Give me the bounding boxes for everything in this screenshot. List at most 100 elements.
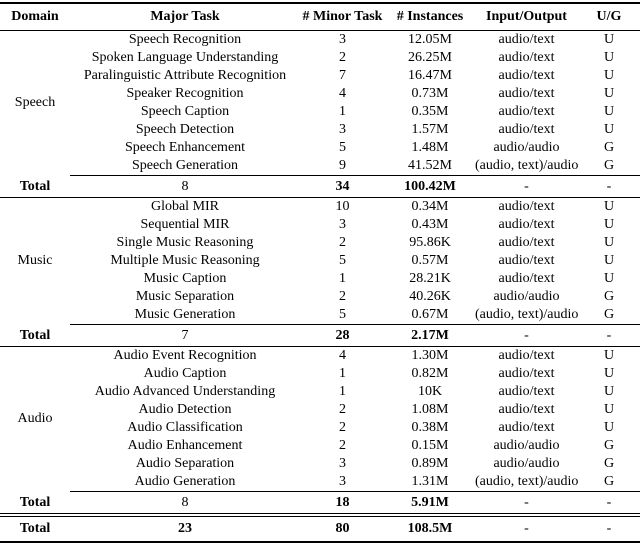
minor-task-cell: 2 bbox=[339, 438, 346, 453]
ug-cell: U bbox=[603, 235, 615, 250]
instances-cell: 1.57M bbox=[411, 122, 449, 137]
ug-cell: U bbox=[603, 384, 615, 399]
input-output-cell: (audio, text)/audio bbox=[475, 307, 578, 322]
ug-cell: U bbox=[603, 366, 615, 381]
total-instances-cell: 5.91M bbox=[385, 491, 475, 515]
instances-cell: 0.73M bbox=[411, 86, 449, 101]
domain-label: Music bbox=[17, 253, 53, 269]
major-task-cell: Spoken Language Understanding bbox=[91, 50, 279, 65]
instances-cell: 0.67M bbox=[411, 307, 449, 322]
task-row: Audio Advanced Understanding 1 10K audio/te… bbox=[0, 383, 640, 401]
task-row: Audio Enhancement 2 0.15M audio/audio G bbox=[0, 437, 640, 455]
input-output-cell: audio/text bbox=[498, 253, 555, 268]
ug-cell: U bbox=[603, 104, 615, 119]
header-row: Domain Major Task # Minor Task # Instanc… bbox=[0, 3, 640, 31]
grand-total-instances-cell: 108.5M bbox=[385, 513, 475, 542]
ug-cell: G bbox=[603, 289, 615, 304]
minor-task-cell: 2 bbox=[339, 235, 346, 250]
major-task-cell: Audio Detection bbox=[138, 402, 232, 417]
major-task-cell: Global MIR bbox=[150, 199, 220, 214]
input-output-cell: audio/text bbox=[498, 122, 555, 137]
total-label: Total bbox=[19, 494, 51, 510]
minor-task-cell: 1 bbox=[339, 366, 346, 381]
input-output-cell: audio/audio bbox=[493, 289, 560, 304]
instances-cell: 1.08M bbox=[411, 402, 449, 417]
task-row: Audio Generation 3 1.31M (audio, text)/audi… bbox=[0, 473, 640, 492]
input-output-cell: audio/text bbox=[498, 348, 555, 363]
instances-cell: 0.82M bbox=[411, 366, 449, 381]
major-task-cell: Speech Detection bbox=[135, 122, 235, 137]
input-output-cell: audio/text bbox=[498, 235, 555, 250]
input-output-cell: audio/audio bbox=[493, 438, 560, 453]
task-row: Speech Caption 1 0.35M audio/text U bbox=[0, 103, 640, 121]
input-output-cell: audio/text bbox=[498, 366, 555, 381]
ug-cell: G bbox=[603, 307, 615, 322]
total-minor-task-cell: 34 bbox=[300, 175, 385, 198]
major-task-cell: Speech Enhancement bbox=[124, 140, 246, 155]
task-row: Speaker Recognition 4 0.73M audio/text U bbox=[0, 85, 640, 103]
ug-cell: U bbox=[603, 122, 615, 137]
ug-cell: U bbox=[603, 86, 615, 101]
task-row: Spoken Language Understanding 2 26.25M audi… bbox=[0, 49, 640, 67]
ug-cell: G bbox=[603, 140, 615, 155]
major-task-cell: Sequential MIR bbox=[140, 217, 230, 232]
total-label: Total bbox=[0, 175, 70, 198]
minor-task-cell: 3 bbox=[339, 122, 346, 137]
grand-total-row: Total 23 80 108.5M - - bbox=[0, 513, 640, 542]
task-row: Speech Speech Recognition 3 12.05M audio/tex… bbox=[0, 31, 640, 110]
major-task-cell: Audio Separation bbox=[135, 456, 235, 471]
major-task-cell: Multiple Music Reasoning bbox=[110, 253, 260, 268]
minor-task-cell: 3 bbox=[339, 456, 346, 471]
grand-total-major-task-cell: 23 bbox=[70, 513, 300, 542]
col-header-ug: U/G bbox=[578, 3, 640, 31]
task-row: Music Global MIR 10 0.34M audio/text U bbox=[0, 198, 640, 268]
instances-cell: 0.34M bbox=[411, 199, 449, 214]
task-row: Single Music Reasoning 2 95.86K audio/text U bbox=[0, 234, 640, 252]
major-task-cell: Audio Caption bbox=[143, 366, 227, 381]
task-row: Music Generation 5 0.67M (audio, text)/audi… bbox=[0, 306, 640, 325]
minor-task-cell: 1 bbox=[339, 384, 346, 399]
task-row: Audio Detection 2 1.08M audio/text U bbox=[0, 401, 640, 419]
major-task-cell: Paralinguistic Attribute Recognition bbox=[83, 68, 287, 83]
table-body: Speech Speech Recognition 3 12.05M audio/tex… bbox=[0, 31, 640, 542]
task-row: Audio Separation 3 0.89M audio/audio G bbox=[0, 455, 640, 473]
ug-cell: U bbox=[603, 348, 615, 363]
total-minor-task-cell: 28 bbox=[300, 324, 385, 347]
minor-task-cell: 4 bbox=[339, 348, 346, 363]
task-statistics-table: Domain Major Task # Minor Task # Instanc… bbox=[0, 2, 640, 543]
input-output-cell: audio/audio bbox=[493, 140, 560, 155]
task-row: Audio Caption 1 0.82M audio/text U bbox=[0, 365, 640, 383]
major-task-cell: Speech Caption bbox=[140, 104, 230, 119]
input-output-cell: audio/text bbox=[498, 104, 555, 119]
input-output-cell: (audio, text)/audio bbox=[475, 474, 578, 489]
minor-task-cell: 3 bbox=[339, 217, 346, 232]
ug-cell: U bbox=[603, 420, 615, 435]
ug-cell: U bbox=[603, 271, 615, 286]
instances-cell: 1.48M bbox=[411, 140, 449, 155]
major-task-cell: Music Caption bbox=[143, 271, 227, 286]
col-header-domain: Domain bbox=[0, 3, 70, 31]
instances-cell: 26.25M bbox=[408, 50, 452, 65]
instances-cell: 41.52M bbox=[408, 158, 452, 173]
total-minor-task-cell: 18 bbox=[300, 491, 385, 515]
input-output-cell: audio/text bbox=[498, 402, 555, 417]
minor-task-cell: 2 bbox=[339, 402, 346, 417]
instances-cell: 12.05M bbox=[408, 32, 452, 47]
domain-label: Speech bbox=[14, 95, 56, 111]
total-ug-cell: - bbox=[578, 175, 640, 198]
major-task-cell: Music Generation bbox=[134, 307, 236, 322]
major-task-cell: Music Separation bbox=[135, 289, 235, 304]
total-input-output-cell: - bbox=[475, 175, 578, 198]
minor-task-cell: 5 bbox=[339, 140, 346, 155]
major-task-cell: Audio Enhancement bbox=[127, 438, 243, 453]
ug-cell: G bbox=[603, 474, 615, 489]
ug-cell: U bbox=[603, 199, 615, 214]
instances-cell: 0.35M bbox=[411, 104, 449, 119]
grand-total-input-output-cell: - bbox=[475, 513, 578, 542]
major-task-cell: Audio Advanced Understanding bbox=[94, 384, 276, 399]
section-total-row: Total 8 34 100.42M - - bbox=[0, 175, 640, 198]
table-header: Domain Major Task # Minor Task # Instanc… bbox=[0, 3, 640, 31]
total-label: Total bbox=[0, 324, 70, 347]
major-task-cell: Audio Classification bbox=[127, 420, 243, 435]
